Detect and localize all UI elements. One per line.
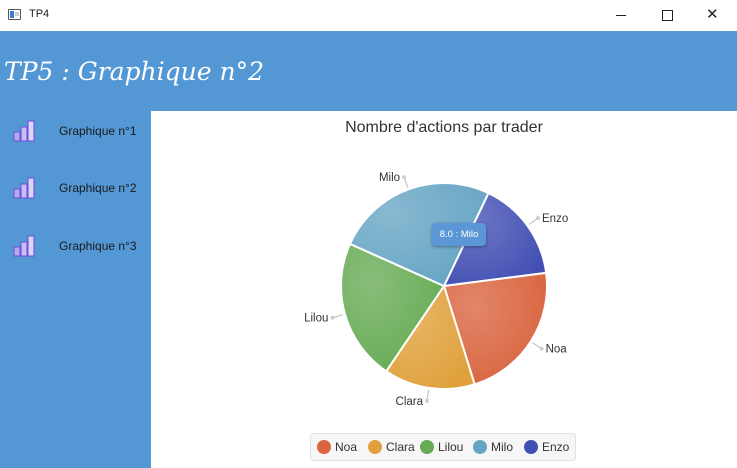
bar-chart-icon bbox=[13, 177, 35, 199]
pie-label-dot bbox=[402, 175, 407, 180]
pie-label-lilou: Lilou bbox=[304, 313, 328, 325]
minimize-button[interactable] bbox=[598, 0, 644, 31]
page-title: TP5 : Graphique n°2 bbox=[4, 57, 264, 86]
pie-slice-enzo[interactable] bbox=[442, 191, 548, 288]
legend-swatch bbox=[317, 440, 331, 454]
pie-slice-noa[interactable] bbox=[442, 271, 548, 386]
sidebar-item-label: Graphique n°1 bbox=[59, 124, 137, 138]
close-button[interactable]: ✕ bbox=[690, 0, 736, 31]
maximize-button[interactable] bbox=[644, 0, 690, 31]
close-icon: ✕ bbox=[706, 5, 719, 23]
pie-label-clara: Clara bbox=[396, 396, 424, 408]
legend-swatch bbox=[524, 440, 538, 454]
sidebar-item-graphique-3[interactable]: Graphique n°3 bbox=[0, 226, 151, 266]
pie-label-dot bbox=[539, 346, 544, 351]
app-icon bbox=[8, 9, 21, 20]
pie-label-milo: Milo bbox=[379, 172, 400, 184]
bar-chart-icon bbox=[13, 120, 35, 142]
pie-label-noa: Noa bbox=[546, 344, 568, 356]
chart-title: Nombre d'actions par trader bbox=[345, 119, 543, 136]
maximize-icon bbox=[662, 10, 673, 21]
sidebar: Graphique n°1 Graphique n°2 Graphique n°… bbox=[0, 111, 151, 468]
chart-panel: Nombre d'actions par trader Enzo Noa Clara… bbox=[151, 111, 737, 468]
window-titlebar: TP4 ✕ bbox=[0, 0, 737, 32]
legend-label: Clara bbox=[386, 440, 415, 454]
pie-label-dot bbox=[536, 216, 541, 221]
legend-label: Noa bbox=[335, 440, 358, 454]
legend-label: Lilou bbox=[438, 440, 464, 454]
sidebar-item-graphique-1[interactable]: Graphique n°1 bbox=[0, 111, 151, 151]
page-header: TP5 : Graphique n°2 bbox=[0, 31, 737, 111]
sidebar-item-label: Graphique n°2 bbox=[59, 181, 137, 195]
legend-swatch bbox=[420, 440, 434, 454]
pie-slice-milo[interactable] bbox=[348, 182, 490, 288]
legend-label: Enzo bbox=[542, 440, 570, 454]
pie-label-enzo: Enzo bbox=[542, 213, 568, 225]
legend-swatch bbox=[368, 440, 382, 454]
pie-slice-lilou[interactable] bbox=[340, 242, 446, 373]
pie-label-dot bbox=[330, 315, 335, 320]
chart-legend: Noa Clara Lilou Milo Enzo bbox=[310, 433, 576, 461]
chart-tooltip: 8.0 : Milo bbox=[432, 223, 486, 246]
legend-swatch bbox=[473, 440, 487, 454]
sidebar-item-graphique-2[interactable]: Graphique n°2 bbox=[0, 168, 151, 208]
minimize-icon bbox=[616, 15, 626, 16]
pie-label-dot bbox=[425, 398, 430, 403]
window-title: TP4 bbox=[29, 8, 50, 20]
pie-chart: Enzo Noa Clara Lilou Milo bbox=[304, 172, 568, 408]
bar-chart-icon bbox=[13, 235, 35, 257]
pie-slice-clara[interactable] bbox=[384, 283, 476, 390]
sidebar-item-label: Graphique n°3 bbox=[59, 239, 137, 253]
legend-label: Milo bbox=[491, 440, 514, 454]
